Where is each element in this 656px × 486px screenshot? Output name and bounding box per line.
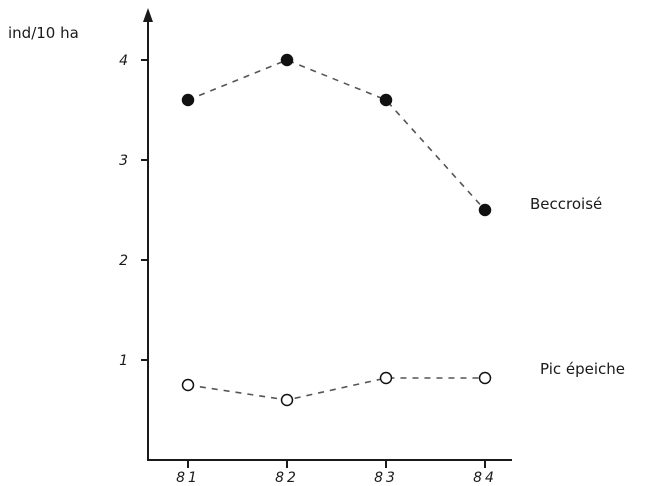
series-layer: Beccroisé Pic épeiche <box>181 53 625 407</box>
data-point <box>280 53 294 67</box>
series-line <box>187 59 486 211</box>
data-point <box>280 393 294 407</box>
x-tick-label: 84 <box>473 470 497 486</box>
series-line <box>187 377 485 401</box>
y-axis <box>143 8 153 460</box>
y-axis-label: ind/10 ha <box>8 24 79 42</box>
x-ticks: 81 82 83 84 <box>176 460 497 486</box>
x-tick-label: 82 <box>275 470 299 486</box>
y-ticks: 1 2 3 4 <box>119 53 148 369</box>
y-tick-label: 1 <box>119 353 128 369</box>
series-label: Pic épeiche <box>540 360 625 378</box>
x-tick-label: 83 <box>374 470 398 486</box>
data-point <box>379 93 393 107</box>
series-label: Beccroisé <box>530 195 602 213</box>
x-tick-label: 81 <box>176 470 200 486</box>
y-tick-label: 2 <box>119 253 128 269</box>
data-point <box>478 203 492 217</box>
y-tick-label: 3 <box>119 153 128 169</box>
y-axis-arrow-icon <box>143 8 153 22</box>
y-tick-label: 4 <box>119 53 128 69</box>
data-point <box>181 93 195 107</box>
data-point <box>379 371 393 385</box>
data-point <box>478 371 492 385</box>
data-point <box>181 378 195 392</box>
